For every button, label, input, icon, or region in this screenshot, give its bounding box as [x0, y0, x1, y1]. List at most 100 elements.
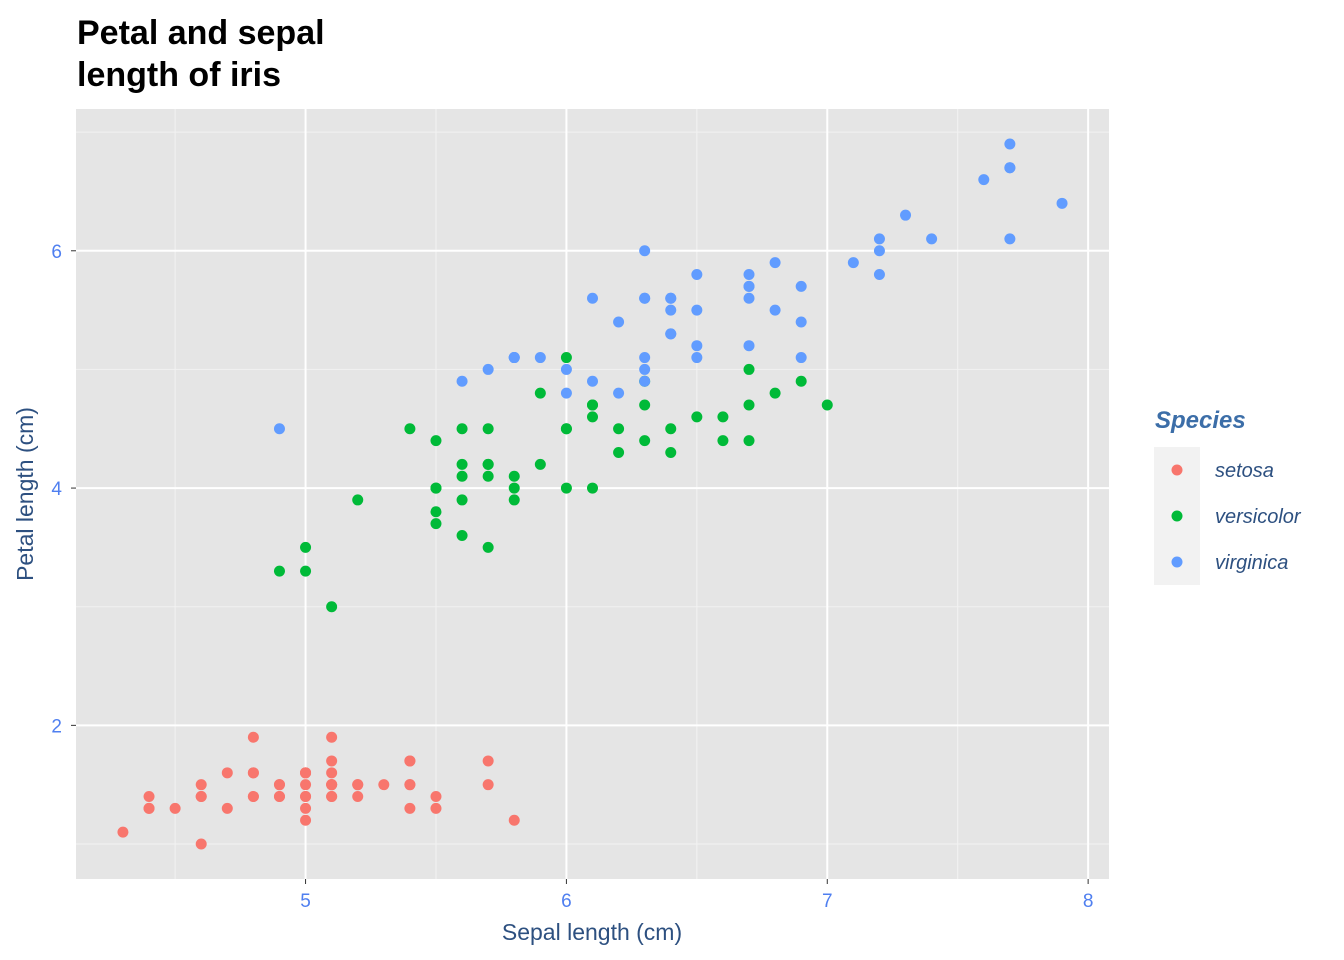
data-point-setosa [404, 779, 416, 791]
data-point-setosa [326, 755, 338, 767]
data-point-virginica [665, 304, 677, 316]
data-point-versicolor [691, 411, 703, 423]
data-point-versicolor [300, 565, 312, 577]
chart-title-line-2: length of iris [77, 56, 281, 94]
data-point-versicolor [508, 494, 520, 506]
data-point-virginica [587, 292, 598, 304]
data-point-virginica [926, 233, 938, 245]
data-point-setosa [300, 779, 312, 791]
data-point-setosa [482, 779, 494, 791]
data-point-virginica [978, 174, 990, 186]
data-point-versicolor [430, 435, 442, 447]
data-point-versicolor [613, 423, 625, 435]
data-point-virginica [508, 352, 520, 364]
data-point-versicolor [613, 446, 625, 458]
data-point-versicolor [665, 446, 677, 458]
data-point-virginica [743, 269, 755, 281]
data-point-versicolor [456, 470, 468, 482]
data-point-versicolor [717, 435, 729, 447]
data-point-virginica [743, 340, 755, 352]
data-point-setosa [247, 731, 259, 743]
data-point-versicolor [430, 482, 442, 494]
data-point-setosa [326, 791, 338, 803]
y-tick-label: 4 [51, 479, 62, 500]
data-point-versicolor [430, 518, 442, 530]
legend-key-setosa [1171, 464, 1183, 476]
data-point-versicolor [769, 387, 781, 399]
y-axis-title: Petal length (cm) [12, 407, 38, 581]
data-point-virginica [1056, 197, 1068, 209]
data-point-virginica [639, 375, 651, 387]
data-point-setosa [300, 814, 312, 826]
data-point-virginica [665, 292, 677, 304]
data-point-versicolor [456, 458, 468, 470]
data-point-virginica [273, 423, 285, 435]
data-point-versicolor [482, 458, 494, 470]
data-point-virginica [1004, 233, 1016, 245]
legend-key-virginica [1171, 556, 1183, 568]
data-point-versicolor [534, 387, 546, 399]
data-point-versicolor [456, 494, 468, 506]
data-point-setosa [247, 767, 259, 779]
data-point-virginica [691, 304, 703, 316]
data-point-versicolor [482, 423, 494, 435]
data-point-versicolor [587, 411, 598, 423]
data-point-virginica [560, 387, 572, 399]
data-point-setosa [247, 791, 259, 803]
data-point-setosa [273, 779, 285, 791]
data-point-versicolor [456, 530, 468, 542]
data-point-versicolor [300, 541, 312, 553]
data-point-setosa [195, 779, 207, 791]
data-point-setosa [117, 826, 129, 838]
data-point-virginica [639, 363, 651, 375]
data-point-setosa [508, 814, 520, 826]
data-point-setosa [300, 791, 312, 803]
data-point-setosa [326, 731, 338, 743]
legend-label-setosa: setosa [1215, 460, 1274, 482]
data-point-virginica [795, 352, 807, 364]
data-point-virginica [534, 352, 546, 364]
data-point-setosa [404, 755, 416, 767]
data-point-virginica [900, 209, 912, 221]
data-point-virginica [691, 269, 703, 281]
data-point-setosa [430, 791, 442, 803]
data-point-virginica [873, 245, 885, 257]
data-point-virginica [795, 316, 807, 328]
data-point-virginica [691, 340, 703, 352]
data-point-virginica [482, 363, 494, 375]
data-point-virginica [873, 269, 885, 281]
data-point-setosa [143, 791, 155, 803]
data-point-versicolor [821, 399, 833, 411]
y-tick-label: 2 [51, 716, 62, 737]
data-point-setosa [300, 802, 312, 814]
data-point-versicolor [352, 494, 364, 506]
data-point-setosa [378, 779, 390, 791]
data-point-virginica [1004, 162, 1016, 174]
chart-title-line-1: Petal and sepal [77, 14, 325, 52]
data-point-setosa [326, 779, 338, 791]
data-point-virginica [769, 257, 781, 269]
data-point-setosa [143, 802, 155, 814]
data-point-virginica [639, 292, 651, 304]
data-point-versicolor [456, 423, 468, 435]
x-tick-label: 5 [300, 891, 311, 912]
data-point-setosa [352, 791, 364, 803]
data-point-versicolor [560, 352, 572, 364]
data-point-versicolor [534, 458, 546, 470]
data-point-virginica [769, 304, 781, 316]
data-point-versicolor [430, 506, 442, 518]
data-point-virginica [795, 280, 807, 292]
data-point-setosa [195, 838, 207, 850]
data-point-setosa [273, 791, 285, 803]
data-point-versicolor [743, 435, 755, 447]
data-point-versicolor [639, 399, 651, 411]
x-tick-label: 6 [561, 891, 572, 912]
data-point-versicolor [665, 423, 677, 435]
data-point-setosa [300, 767, 312, 779]
data-point-virginica [743, 280, 755, 292]
data-point-setosa [430, 802, 442, 814]
legend: Species setosa versicolor virginica [1154, 407, 1302, 585]
x-axis-title: Sepal length (cm) [502, 919, 682, 945]
data-point-versicolor [587, 482, 598, 494]
y-tick-label: 6 [51, 242, 62, 263]
